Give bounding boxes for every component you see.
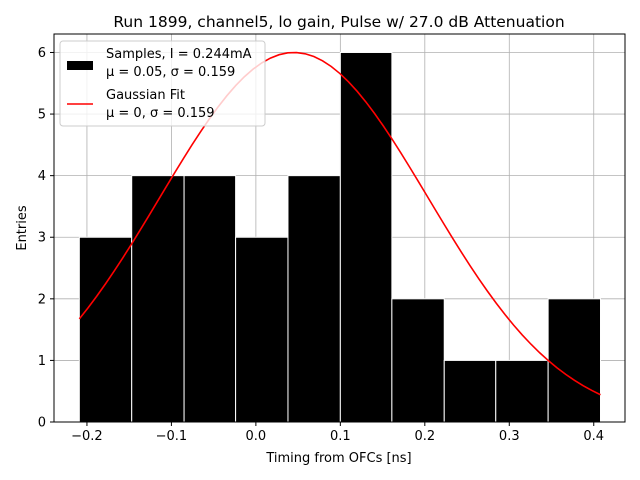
y-tick-label: 4 bbox=[38, 169, 46, 184]
legend-label-fit-line2: μ = 0, σ = 0.159 bbox=[106, 106, 215, 121]
axis-ticks: −0.2 −0.1 0.0 0.1 0.2 0.3 0.4 0 1 2 3 4 5 6 bbox=[38, 46, 604, 444]
chart-title: Run 1899, channel5, lo gain, Pulse w/ 27… bbox=[113, 13, 564, 31]
histogram-bar bbox=[443, 359, 497, 423]
histogram-bar bbox=[287, 175, 341, 423]
legend: Samples, I = 0.244mA μ = 0.05, σ = 0.159… bbox=[59, 40, 266, 127]
legend-frame bbox=[59, 40, 266, 127]
histogram-bar bbox=[391, 298, 445, 423]
x-tick-label: 0.2 bbox=[414, 429, 435, 444]
y-tick-label: 3 bbox=[38, 231, 46, 246]
histogram-bar bbox=[339, 51, 393, 423]
x-tick-label: −0.2 bbox=[71, 429, 103, 444]
y-axis-label: Entries bbox=[15, 205, 30, 251]
x-tick-label: 0.4 bbox=[583, 429, 604, 444]
y-tick-label: 0 bbox=[38, 416, 46, 431]
histogram-bar bbox=[131, 175, 185, 423]
x-axis-label: Timing from OFCs [ns] bbox=[265, 451, 411, 466]
gaussian-fit-curve bbox=[78, 51, 601, 396]
fit-curve-group bbox=[78, 51, 601, 396]
y-tick-label: 1 bbox=[38, 354, 46, 369]
histogram-bar bbox=[495, 359, 549, 423]
x-tick-label: −0.1 bbox=[156, 429, 188, 444]
histogram-bar bbox=[78, 236, 133, 423]
legend-swatch-samples bbox=[67, 61, 93, 70]
histogram-bar bbox=[547, 298, 602, 423]
y-tick-label: 6 bbox=[38, 46, 46, 61]
legend-label-fit-line1: Gaussian Fit bbox=[106, 88, 185, 103]
histogram-bars bbox=[78, 51, 602, 423]
legend-label-samples-line2: μ = 0.05, σ = 0.159 bbox=[106, 65, 235, 80]
x-tick-label: 0.3 bbox=[499, 429, 520, 444]
y-tick-label: 5 bbox=[38, 108, 46, 123]
legend-label-samples-line1: Samples, I = 0.244mA bbox=[106, 47, 252, 62]
plot-frame bbox=[53, 33, 626, 423]
histogram-bar bbox=[183, 175, 237, 423]
histogram-bar bbox=[235, 236, 289, 423]
y-tick-label: 2 bbox=[38, 292, 46, 307]
x-tick-label: 0.1 bbox=[330, 429, 351, 444]
x-tick-label: 0.0 bbox=[246, 429, 267, 444]
